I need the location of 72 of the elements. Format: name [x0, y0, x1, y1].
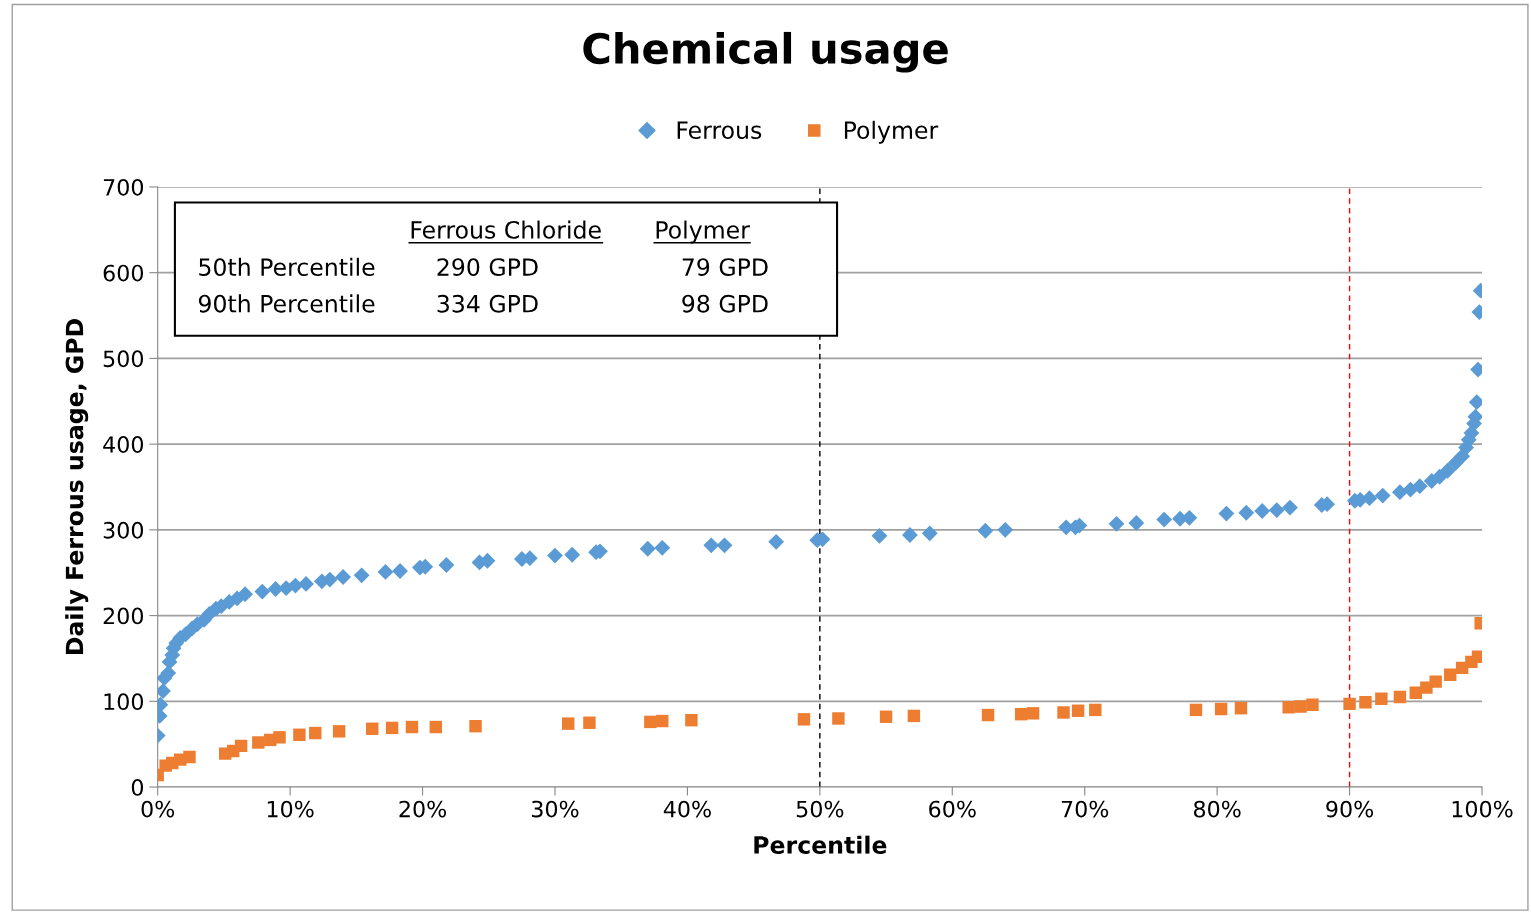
- point: [1294, 700, 1307, 713]
- point: [1214, 702, 1228, 716]
- x-tick-label: 50%: [796, 800, 844, 818]
- annotation: Ferrous Chloride: [411, 220, 601, 239]
- point: [583, 716, 596, 729]
- annotation: 334 GPD: [437, 294, 538, 313]
- y-tick-label: 100: [104, 693, 144, 711]
- point: [562, 717, 575, 730]
- point: [656, 714, 669, 728]
- x-tick-label: 40%: [663, 800, 711, 818]
- point: [981, 708, 995, 722]
- point: [1282, 701, 1295, 714]
- chart-title: Chemical usage: [583, 31, 948, 73]
- point: [879, 710, 893, 723]
- point: [1343, 697, 1356, 711]
- point: [293, 728, 306, 741]
- annotation: 90th Percentile: [198, 294, 375, 313]
- point: [1189, 703, 1203, 717]
- point: [1234, 701, 1248, 715]
- point: [183, 750, 196, 764]
- point: [366, 722, 379, 735]
- legend-label: Polymer: [844, 120, 939, 144]
- x-tick-label: 80%: [1193, 800, 1241, 818]
- point: [1306, 698, 1319, 711]
- y-tick-label: 400: [103, 436, 144, 453]
- point: [332, 725, 346, 738]
- point: [309, 726, 322, 740]
- point: [1071, 704, 1085, 717]
- annotation: 98 GPD: [682, 294, 768, 313]
- point: [1375, 692, 1388, 705]
- point: [252, 736, 265, 749]
- y-tick-label: 0: [131, 779, 144, 796]
- x-tick-label: 0%: [141, 800, 175, 818]
- x-tick-label: 10%: [267, 800, 314, 818]
- point: [273, 731, 286, 744]
- annotation: 79 GPD: [682, 258, 768, 277]
- y-tick-label: 200: [103, 607, 144, 625]
- y-tick-label: 500: [103, 350, 144, 368]
- point: [1359, 695, 1372, 709]
- x-tick-label: 60%: [929, 800, 976, 818]
- point: [405, 720, 419, 734]
- annotation: Polymer: [656, 220, 750, 244]
- point: [469, 719, 482, 733]
- point: [1471, 650, 1483, 663]
- y-tick-label: 600: [103, 264, 144, 282]
- point: [797, 713, 811, 726]
- point: [1057, 706, 1070, 719]
- x-axis-title: Percentile: [754, 835, 887, 854]
- x-tick-label: 70%: [1061, 800, 1109, 818]
- x-tick-label: 20%: [399, 800, 447, 818]
- annotation: 290 GPD: [437, 258, 538, 277]
- legend-label: Ferrous: [677, 121, 762, 140]
- point: [1429, 675, 1442, 688]
- point: [1444, 668, 1457, 681]
- point: [832, 712, 845, 725]
- y-tick-label: 700: [103, 178, 144, 196]
- point: [1089, 703, 1102, 717]
- y-tick-label: 300: [103, 521, 144, 539]
- point: [685, 713, 698, 727]
- annotation: 50th Percentile: [199, 257, 375, 277]
- point: [907, 709, 921, 723]
- point: [385, 721, 399, 735]
- point: [234, 739, 248, 753]
- x-tick-label: 30%: [531, 800, 579, 818]
- point: [1393, 690, 1407, 704]
- x-tick-label: 100%: [1452, 800, 1513, 818]
- point: [1026, 707, 1040, 720]
- point: [644, 715, 657, 729]
- point: [429, 720, 443, 734]
- point: [1014, 707, 1028, 721]
- x-tick-label: 90%: [1326, 800, 1374, 818]
- y-axis-title: Daily Ferrous usage, GPD: [65, 319, 89, 654]
